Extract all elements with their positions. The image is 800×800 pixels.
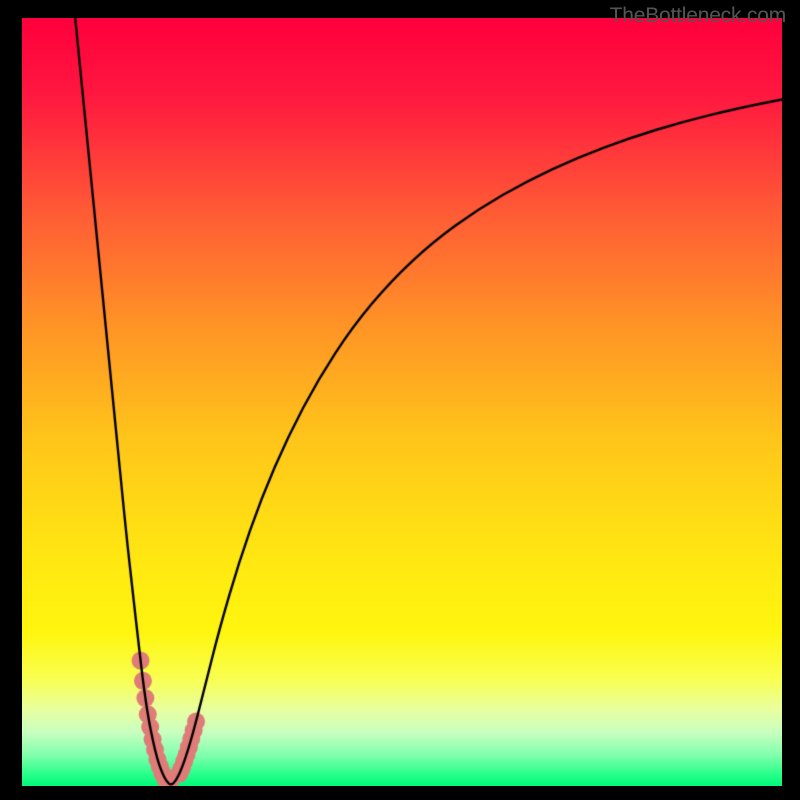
chart-wrapper: TheBottleneck.com bbox=[0, 0, 800, 800]
plot-area bbox=[22, 18, 782, 786]
attribution-label: TheBottleneck.com bbox=[610, 4, 786, 28]
chart-canvas bbox=[22, 18, 782, 786]
